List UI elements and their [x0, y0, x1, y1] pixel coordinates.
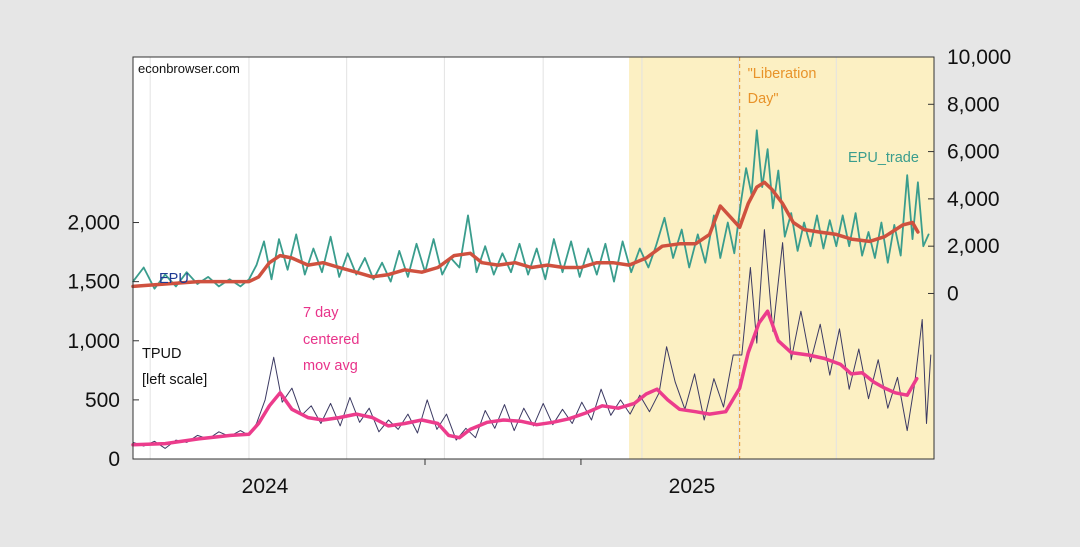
- right-tick-label: 8,000: [947, 93, 1000, 116]
- left-tick-label: 1,000: [67, 330, 120, 353]
- right-axis: 0 2,000 4,000 6,000 8,000 10,000: [928, 46, 1011, 305]
- epu-label: EPU: [159, 271, 189, 287]
- right-tick-label: 4,000: [947, 188, 1000, 211]
- x-tick-label: 2024: [242, 475, 289, 498]
- series-line-epu-trade: [132, 129, 930, 290]
- series-line-tpud-7-day-mov-avg: [131, 309, 919, 447]
- mov-avg-label-3: mov avg: [303, 358, 358, 374]
- epu-trade-label: EPU_trade: [848, 150, 919, 166]
- right-tick-label: 10,000: [947, 46, 1011, 69]
- mov-avg-label-1: 7 day: [303, 305, 339, 321]
- event-label-line-1: "Liberation: [748, 66, 817, 82]
- event-label-line-2: Day": [748, 91, 779, 107]
- left-tick-label: 1,500: [67, 271, 120, 294]
- right-tick-label: 0: [947, 282, 959, 305]
- series-line-epu: [131, 180, 920, 289]
- x-tick-label: 2025: [669, 475, 716, 498]
- x-axis: 2024 2025: [242, 459, 716, 498]
- left-axis: 0 500 1,000 1,500 2,000: [67, 212, 139, 471]
- right-tick-label: 2,000: [947, 235, 1000, 258]
- shaded-region: [629, 57, 934, 459]
- left-tick-label: 0: [108, 448, 120, 471]
- left-tick-label: 500: [85, 389, 120, 412]
- series-layer: [131, 129, 932, 449]
- right-tick-label: 6,000: [947, 141, 1000, 164]
- mov-avg-label-2: centered: [303, 332, 359, 348]
- tpud-label-1: TPUD: [142, 346, 181, 362]
- source-label: econbrowser.com: [138, 61, 240, 76]
- tpud-label-2: [left scale]: [142, 372, 207, 388]
- plot-frame: [132, 56, 935, 460]
- left-tick-label: 2,000: [67, 212, 120, 235]
